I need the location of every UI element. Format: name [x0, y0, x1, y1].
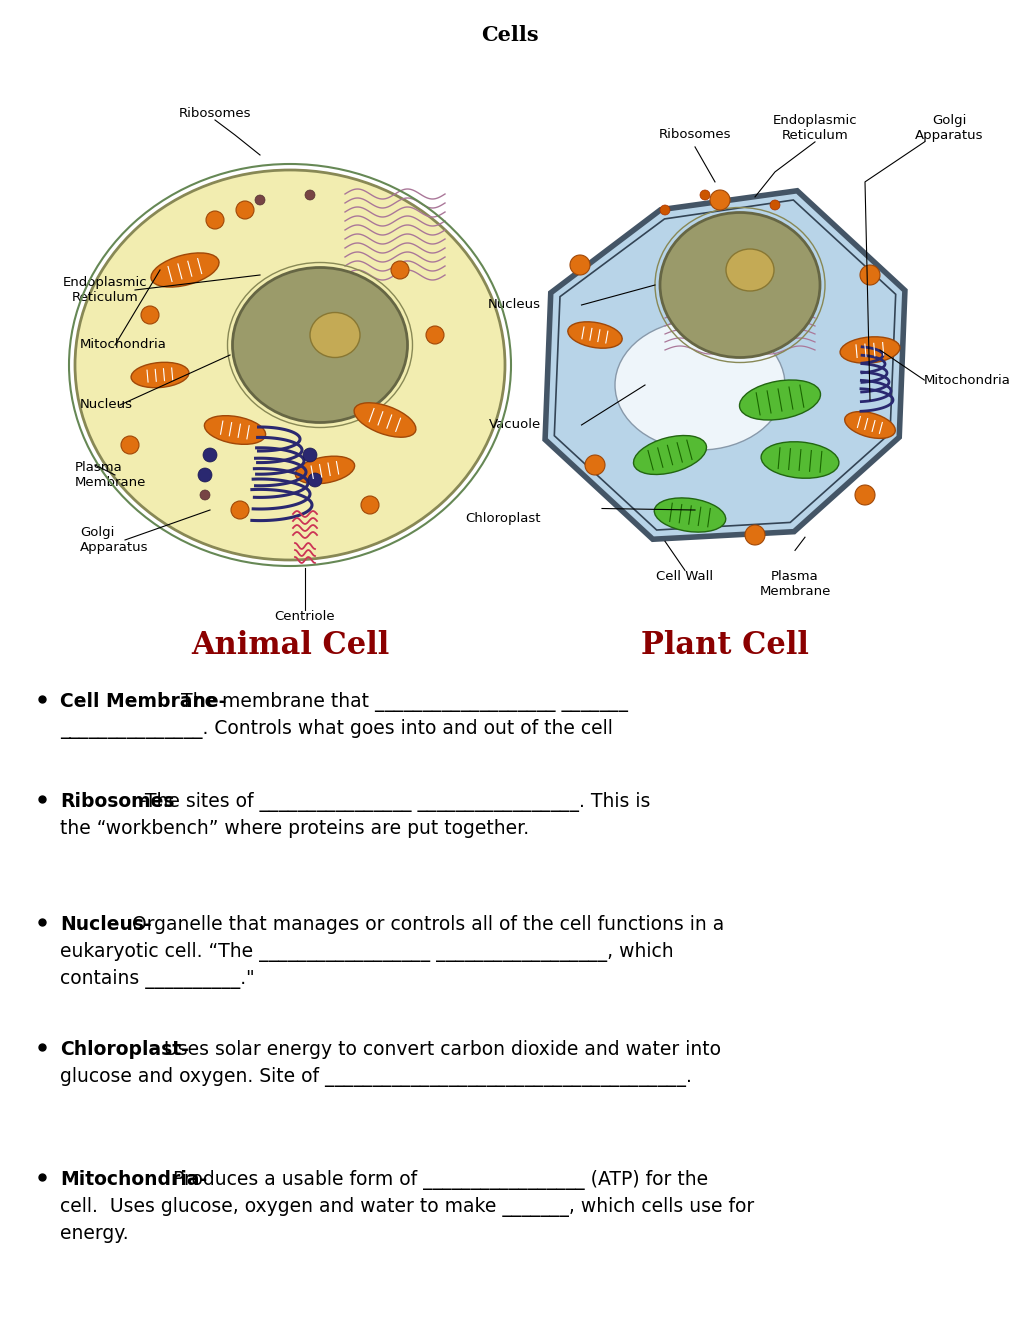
Ellipse shape — [131, 362, 189, 388]
Text: energy.: energy. — [60, 1224, 128, 1243]
Ellipse shape — [726, 249, 773, 290]
Ellipse shape — [840, 337, 899, 363]
Ellipse shape — [844, 412, 895, 438]
Ellipse shape — [354, 403, 416, 437]
Text: The membrane that ___________________ _______: The membrane that ___________________ __… — [174, 692, 627, 711]
Text: Plant Cell: Plant Cell — [640, 630, 808, 661]
Text: Cell Membrane-: Cell Membrane- — [60, 692, 226, 711]
Text: Mitochondria: Mitochondria — [923, 374, 1010, 387]
Circle shape — [699, 190, 709, 201]
Circle shape — [426, 326, 443, 345]
Ellipse shape — [568, 322, 622, 348]
Circle shape — [235, 201, 254, 219]
Circle shape — [303, 447, 317, 462]
Text: _______________. Controls what goes into and out of the cell: _______________. Controls what goes into… — [60, 719, 612, 739]
Ellipse shape — [659, 213, 819, 358]
Text: Plasma
Membrane: Plasma Membrane — [75, 461, 147, 488]
Text: Ribosomes: Ribosomes — [60, 792, 174, 810]
Text: Mitochondria: Mitochondria — [79, 338, 167, 351]
Circle shape — [305, 190, 315, 201]
Ellipse shape — [653, 498, 725, 532]
Ellipse shape — [232, 268, 408, 422]
Text: Nucleus-: Nucleus- — [60, 915, 152, 935]
Ellipse shape — [310, 313, 360, 358]
Ellipse shape — [296, 457, 355, 484]
Text: Organelle that manages or controls all of the cell functions in a: Organelle that manages or controls all o… — [125, 915, 723, 935]
Text: Cell Wall: Cell Wall — [656, 570, 713, 583]
Text: Centriole: Centriole — [274, 610, 335, 623]
Circle shape — [854, 484, 874, 506]
Text: Mitochondria-: Mitochondria- — [60, 1170, 207, 1189]
Text: Animal Cell: Animal Cell — [191, 630, 388, 661]
Text: Golgi
Apparatus: Golgi Apparatus — [914, 114, 982, 143]
Ellipse shape — [75, 170, 504, 560]
Ellipse shape — [151, 253, 219, 286]
Text: -The sites of ________________ _________________. This is: -The sites of ________________ _________… — [133, 792, 649, 812]
Text: glucose and oxygen. Site of ______________________________________.: glucose and oxygen. Site of ____________… — [60, 1067, 691, 1086]
Text: Nucleus: Nucleus — [487, 298, 540, 312]
Circle shape — [255, 195, 265, 205]
Circle shape — [859, 265, 879, 285]
Circle shape — [570, 255, 589, 275]
Circle shape — [390, 261, 409, 279]
Text: Nucleus: Nucleus — [79, 399, 132, 412]
Circle shape — [141, 306, 159, 323]
Text: Ribosomes: Ribosomes — [178, 107, 251, 120]
Text: Plasma
Membrane: Plasma Membrane — [758, 570, 829, 598]
Text: Endoplasmic
Reticulum: Endoplasmic Reticulum — [62, 276, 147, 304]
Circle shape — [206, 211, 224, 228]
Circle shape — [769, 201, 780, 210]
Text: contains __________.": contains __________." — [60, 969, 255, 989]
Text: Golgi
Apparatus: Golgi Apparatus — [79, 525, 149, 554]
Circle shape — [198, 469, 212, 482]
Circle shape — [200, 490, 210, 500]
Circle shape — [659, 205, 669, 215]
Text: Chloroplast-: Chloroplast- — [60, 1040, 189, 1059]
Text: Produces a usable form of _________________ (ATP) for the: Produces a usable form of ______________… — [166, 1170, 707, 1191]
Text: the “workbench” where proteins are put together.: the “workbench” where proteins are put t… — [60, 818, 529, 838]
Circle shape — [230, 502, 249, 519]
Circle shape — [361, 496, 379, 513]
Text: Ribosomes: Ribosomes — [658, 128, 731, 141]
Circle shape — [203, 447, 217, 462]
Text: Cells: Cells — [481, 25, 538, 45]
Text: Uses solar energy to convert carbon dioxide and water into: Uses solar energy to convert carbon diox… — [158, 1040, 720, 1059]
Circle shape — [585, 455, 604, 475]
Text: eukaryotic cell. “The __________________ __________________, which: eukaryotic cell. “The __________________… — [60, 942, 673, 962]
Text: cell.  Uses glucose, oxygen and water to make _______, which cells use for: cell. Uses glucose, oxygen and water to … — [60, 1197, 753, 1217]
Ellipse shape — [614, 319, 785, 450]
Circle shape — [308, 473, 322, 487]
Ellipse shape — [204, 416, 265, 445]
Polygon shape — [544, 191, 904, 540]
Circle shape — [744, 525, 764, 545]
Circle shape — [121, 436, 139, 454]
Ellipse shape — [633, 436, 706, 474]
Ellipse shape — [739, 380, 819, 420]
Text: Chloroplast: Chloroplast — [465, 512, 540, 525]
Ellipse shape — [760, 442, 838, 478]
Text: Endoplasmic
Reticulum: Endoplasmic Reticulum — [772, 114, 857, 143]
Circle shape — [709, 190, 730, 210]
Text: Vacuole: Vacuole — [488, 418, 540, 432]
